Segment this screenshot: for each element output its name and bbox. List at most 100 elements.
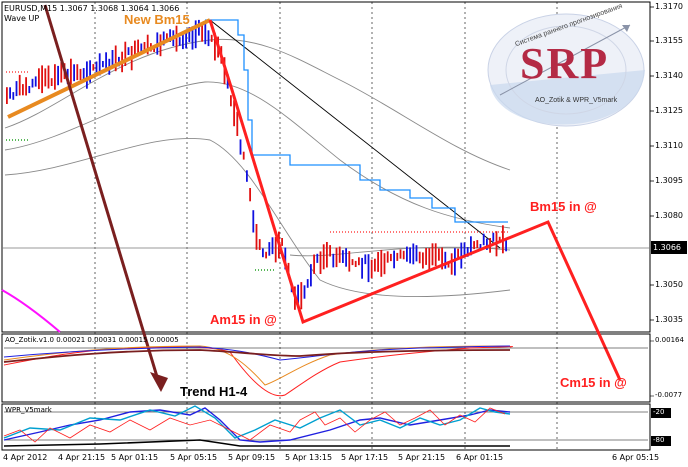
price-bar <box>178 37 181 46</box>
ao-axis-label: 0.00164 <box>655 336 684 344</box>
price-bar <box>329 245 331 257</box>
price-bar <box>354 260 357 267</box>
price-bar <box>86 61 88 89</box>
price-bar <box>386 251 389 263</box>
price-bar <box>50 78 53 86</box>
price-bar <box>233 100 235 127</box>
price-bar <box>210 34 213 42</box>
price-bar <box>246 170 248 182</box>
price-bar <box>214 32 216 61</box>
current-price-label: 1.3066 <box>653 243 681 252</box>
price-bar <box>479 244 482 251</box>
price-bar <box>406 246 408 262</box>
price-bar <box>383 253 386 275</box>
am15-in-label: Am15 in @ <box>210 312 277 327</box>
price-label: 1.3125 <box>655 106 683 115</box>
price-bar <box>60 62 63 83</box>
price-bar <box>146 34 149 55</box>
price-bar <box>380 249 383 277</box>
price-bar <box>351 259 354 266</box>
wave-up-line <box>205 19 508 223</box>
trend-arrow-line <box>43 4 160 381</box>
price-bar <box>271 237 274 255</box>
price-bar <box>313 254 315 274</box>
price-bar <box>345 248 347 267</box>
price-label: 1.3170 <box>655 2 683 11</box>
price-bar <box>137 39 139 57</box>
price-bar <box>342 250 344 263</box>
price-label: 1.3095 <box>655 176 683 185</box>
wpr-axis-label: -20 <box>653 408 665 416</box>
price-bar <box>370 259 373 279</box>
price-bar <box>185 32 187 49</box>
price-bar <box>415 245 418 262</box>
price-bar <box>482 233 485 246</box>
price-bar <box>252 210 255 233</box>
wpr-axis-label: -80 <box>653 436 665 444</box>
ao-curves <box>3 345 648 397</box>
price-bar <box>316 253 319 263</box>
price-bar <box>89 60 91 83</box>
price-bar <box>418 251 421 264</box>
price-bar <box>76 64 79 81</box>
descending-trendline <box>209 19 501 249</box>
price-bar <box>332 253 335 268</box>
price-bar <box>463 242 466 258</box>
price-bar <box>393 250 395 269</box>
time-label: 5 Apr 09:15 <box>228 453 276 462</box>
price-bar <box>182 32 184 50</box>
price-bar <box>358 257 360 266</box>
time-label: 6 Apr 05:15 <box>612 453 660 462</box>
trend-label: Trend H1-4 <box>180 384 248 399</box>
price-bar <box>361 257 363 279</box>
price-bar <box>6 87 8 104</box>
price-bar <box>102 61 104 68</box>
wpr-panel <box>1 403 651 451</box>
price-bar <box>297 284 299 304</box>
price-bar <box>194 20 197 49</box>
indicator-name: Wave UP <box>4 14 40 23</box>
price-bar <box>70 58 72 86</box>
price-bar <box>134 40 136 58</box>
price-bar <box>306 279 309 288</box>
price-bar <box>268 242 271 256</box>
price-bar <box>73 64 75 82</box>
price-label: 1.3080 <box>655 211 683 220</box>
price-bar <box>47 65 50 89</box>
wpr-curves <box>3 405 648 447</box>
price-bar <box>105 52 107 68</box>
price-bar <box>15 81 18 97</box>
price-bar <box>54 64 56 90</box>
price-label: 1.3110 <box>655 141 683 150</box>
price-bar <box>486 238 488 250</box>
price-bar <box>162 31 165 46</box>
time-label: 4 Apr 2012 <box>3 453 48 462</box>
price-bar <box>457 248 459 260</box>
price-bar <box>169 29 171 42</box>
price-bar <box>438 248 440 261</box>
price-label: 1.3050 <box>655 280 683 289</box>
price-bar <box>399 249 402 259</box>
price-bar <box>454 248 456 276</box>
price-bar <box>367 254 370 283</box>
price-bar <box>44 68 47 87</box>
price-bar <box>18 74 21 96</box>
new-bm15-line <box>7 18 211 119</box>
price-bar <box>447 261 450 268</box>
price-bar <box>258 239 261 250</box>
price-bar <box>326 242 328 268</box>
price-bar <box>166 33 168 42</box>
price-bar <box>249 188 251 202</box>
price-bar <box>57 65 59 86</box>
price-bar <box>476 240 479 249</box>
price-bar <box>473 241 475 250</box>
price-bar <box>319 251 322 274</box>
cm15-in-label: Cm15 in @ <box>560 375 627 390</box>
price-bar <box>236 111 239 136</box>
price-bar <box>38 68 40 90</box>
price-bar <box>114 45 117 72</box>
bm15-in-label: Bm15 in @ <box>530 199 597 214</box>
price-bar <box>25 77 27 96</box>
